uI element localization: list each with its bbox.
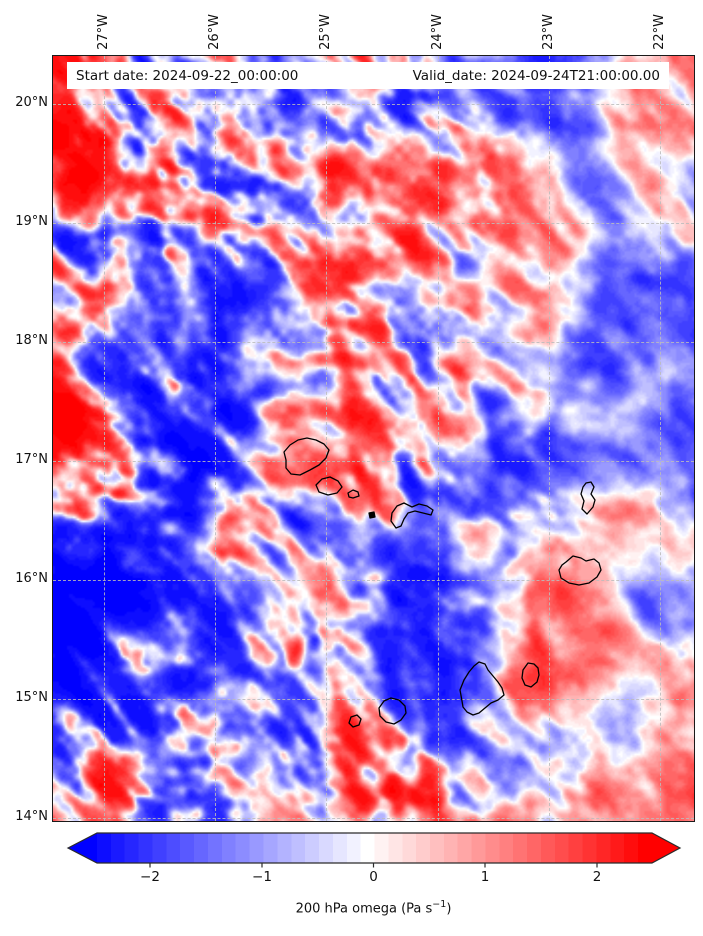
x-axis-tick-24w: 24°W: [429, 14, 445, 50]
y-axis-tick-16n: 16°N: [15, 571, 48, 586]
gridline-parallel: [53, 818, 694, 819]
y-axis-tick-14n: 14°N: [15, 809, 48, 824]
colorbar-ticks: [149, 863, 598, 868]
x-axis-tick-25w: 25°W: [317, 14, 333, 50]
gridline-parallel: [53, 223, 694, 224]
y-axis-tick-17n: 17°N: [15, 452, 48, 467]
x-axis-tick-26w: 26°W: [206, 14, 222, 50]
coastline-boa-vista: [558, 555, 602, 586]
colorbar-tick-label: 2: [593, 869, 602, 885]
valid-date-label: Valid_date: 2024-09-24T21:00:00.00: [412, 67, 660, 84]
map-plot-area: Start date: 2024-09-22_00:00:00 Valid_da…: [52, 55, 695, 822]
gridline-parallel: [53, 461, 694, 462]
coastline-santo-antao: [283, 437, 330, 476]
coastline-sao-vicente: [315, 476, 343, 496]
start-date-label: Start date: 2024-09-22_00:00:00: [76, 67, 299, 84]
colorbar-bar: [66, 832, 682, 864]
colorbar: −2 −1 0 1 2: [66, 832, 682, 885]
y-axis-tick-19n: 19°N: [15, 214, 48, 229]
colorbar-axis-label: 200 hPa omega (Pa s−1): [295, 899, 452, 917]
coastline-santiago: [459, 661, 505, 716]
gridline-parallel: [53, 342, 694, 343]
coastline-raso: [368, 511, 376, 519]
coastline-santa-luzia: [347, 489, 360, 499]
colorbar-tick-label: −1: [252, 869, 272, 885]
y-axis-tick-18n: 18°N: [15, 333, 48, 348]
gridline-parallel: [53, 104, 694, 105]
colorbar-tick-label: −2: [140, 869, 160, 885]
title-strip: Start date: 2024-09-22_00:00:00 Valid_da…: [67, 62, 669, 89]
gridline-parallel: [53, 699, 694, 700]
gridline-meridian: [549, 56, 550, 821]
y-axis-tick-15n: 15°N: [15, 690, 48, 705]
coastline-sao-nicolau: [390, 502, 434, 529]
x-axis-tick-23w: 23°W: [540, 14, 556, 50]
y-axis-tick-20n: 20°N: [15, 95, 48, 110]
gridline-parallel: [53, 580, 694, 581]
x-axis-tick-22w: 22°W: [651, 14, 667, 50]
colorbar-tick-label: 0: [369, 869, 378, 885]
coastline-maio: [521, 662, 540, 688]
gridline-meridian: [326, 56, 327, 821]
omega-field-canvas: [53, 56, 694, 821]
colorbar-tick-label: 1: [481, 869, 490, 885]
gridline-meridian: [438, 56, 439, 821]
gridline-meridian: [104, 56, 105, 821]
coastline-fogo: [378, 697, 407, 725]
gridline-meridian: [215, 56, 216, 821]
coastline-sal: [580, 481, 596, 515]
gridline-meridian: [660, 56, 661, 821]
coastline-brava: [348, 714, 362, 728]
x-axis-tick-27w: 27°W: [95, 14, 111, 50]
coastline-overlay: [283, 437, 602, 728]
